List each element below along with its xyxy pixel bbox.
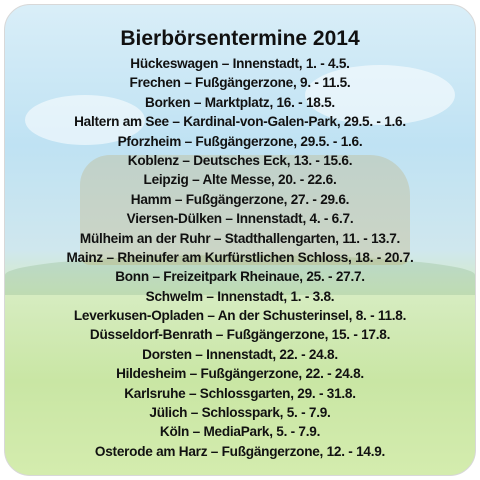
event-list: Hückeswagen – Innenstadt, 1. - 4.5. Frech… — [5, 54, 475, 461]
hills — [5, 255, 475, 295]
event-entry: Leverkusen-Opladen – An der Schusterinse… — [73, 308, 407, 324]
event-entry: Frechen – Fußgängerzone, 9. - 11.5. — [129, 75, 351, 91]
coaster: Bierbörsentermine 2014 Hückeswagen – Inn… — [4, 4, 476, 476]
event-entry: Düsseldorf-Benrath – Fußgängerzone, 15. … — [89, 327, 391, 343]
event-entry: Köln – MediaPark, 5. - 7.9. — [159, 424, 321, 440]
event-entry: Mülheim an der Ruhr – Stadthallengarten,… — [79, 230, 401, 246]
event-entry: Mainz – Rheinufer am Kurfürstlichen Schl… — [66, 249, 414, 265]
event-entry: Leipzig – Alte Messe, 20. - 22.6. — [143, 172, 337, 188]
event-entry: Koblenz – Deutsches Eck, 13. - 15.6. — [127, 152, 353, 168]
event-entry: Bonn – Freizeitpark Rheinaue, 25. - 27.7… — [115, 269, 365, 285]
event-entry: Haltern am See – Kardinal-von-Galen-Park… — [74, 114, 406, 130]
event-entry: Karlsruhe – Schlossgarten, 29. - 31.8. — [124, 385, 356, 401]
event-entry: Dorsten – Innenstadt, 22. - 24.8. — [142, 346, 338, 362]
event-entry: Hückeswagen – Innenstadt, 1. - 4.5. — [130, 56, 350, 71]
event-entry: Hildesheim – Fußgängerzone, 22. - 24.8. — [116, 366, 364, 382]
beer-wagon-illustration — [80, 155, 410, 265]
title: Bierbörsentermine 2014 — [120, 27, 360, 50]
event-entry: Hamm – Fußgängerzone, 27. - 29.6. — [130, 191, 350, 207]
cloud — [305, 65, 455, 125]
event-entry: Viersen-Dülken – Innenstadt, 4. - 6.7. — [126, 211, 354, 227]
cloud — [25, 95, 145, 145]
event-entry: Jülich – Schlosspark, 5. - 7.9. — [149, 405, 331, 421]
event-entry: Pforzheim – Fußgängerzone, 29.5. - 1.6. — [117, 133, 363, 149]
event-entry: Borken – Marktplatz, 16. - 18.5. — [145, 94, 335, 110]
event-entry: Osterode am Harz – Fußgängerzone, 12. - … — [94, 443, 386, 459]
event-entry: Schwelm – Innenstadt, 1. - 3.8. — [145, 288, 335, 304]
